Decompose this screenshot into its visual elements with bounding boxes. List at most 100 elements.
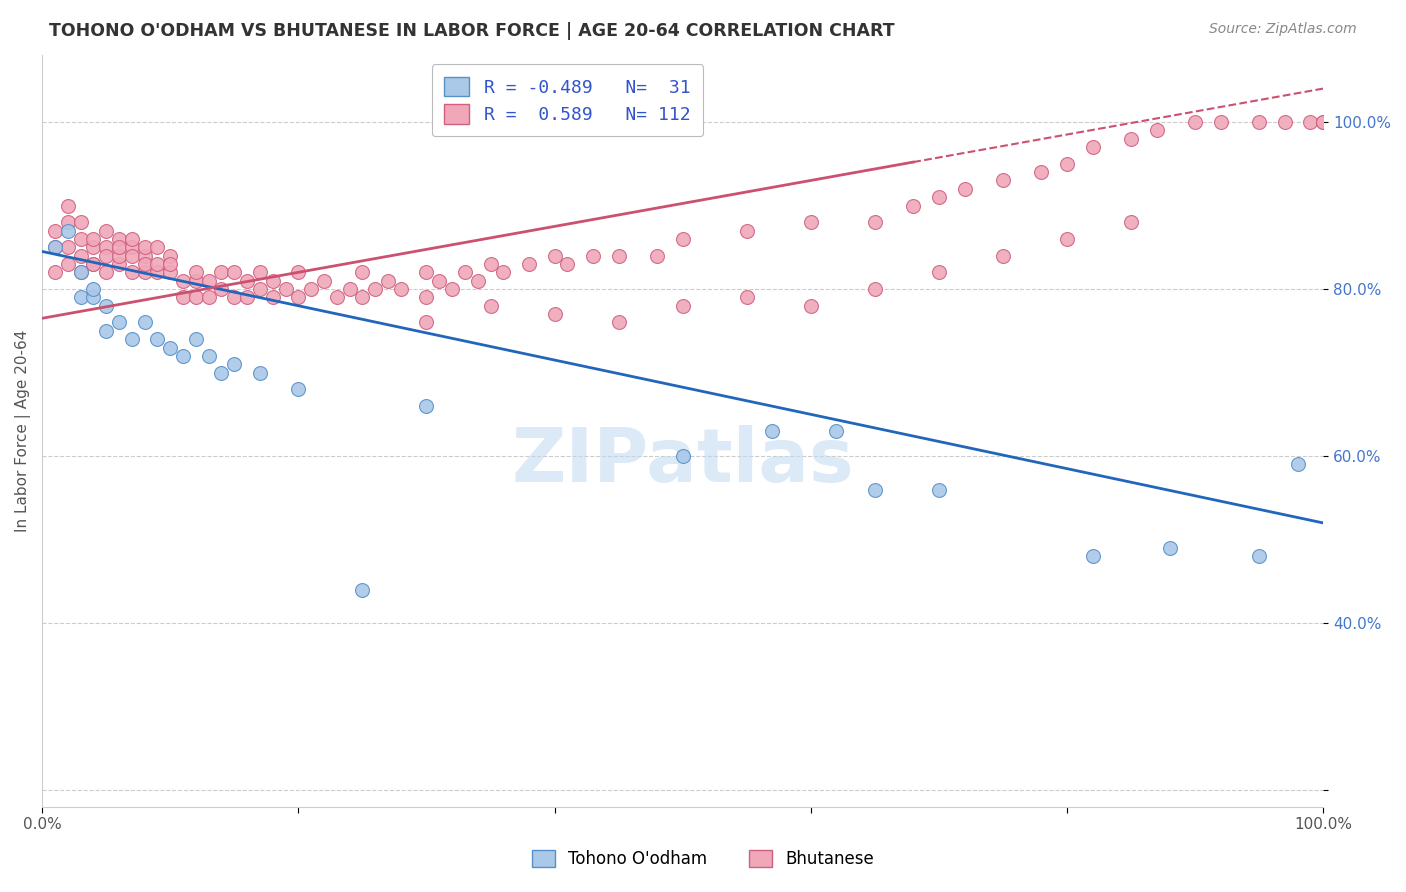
Point	[441, 282, 464, 296]
Point	[146, 332, 169, 346]
Point	[352, 265, 374, 279]
Point	[96, 240, 118, 254]
Point	[69, 215, 91, 229]
Point	[991, 173, 1014, 187]
Point	[903, 198, 925, 212]
Point	[427, 274, 450, 288]
Point	[134, 257, 156, 271]
Point	[69, 265, 91, 279]
Point	[56, 240, 79, 254]
Point	[82, 232, 104, 246]
Point	[1081, 140, 1104, 154]
Point	[1209, 115, 1232, 129]
Point	[299, 282, 322, 296]
Point	[82, 290, 104, 304]
Point	[415, 399, 437, 413]
Point	[44, 265, 66, 279]
Point	[184, 332, 207, 346]
Point	[1031, 165, 1053, 179]
Point	[454, 265, 477, 279]
Point	[1312, 115, 1334, 129]
Point	[172, 290, 194, 304]
Point	[146, 265, 169, 279]
Point	[607, 316, 630, 330]
Point	[1119, 215, 1142, 229]
Point	[672, 449, 695, 463]
Point	[672, 232, 695, 246]
Point	[274, 282, 297, 296]
Point	[121, 265, 143, 279]
Point	[312, 274, 335, 288]
Point	[159, 341, 181, 355]
Legend: R = -0.489   N=  31, R =  0.589   N= 112: R = -0.489 N= 31, R = 0.589 N= 112	[432, 64, 703, 136]
Point	[69, 249, 91, 263]
Point	[96, 249, 118, 263]
Point	[287, 265, 309, 279]
Point	[249, 265, 271, 279]
Point	[415, 265, 437, 279]
Point	[146, 257, 169, 271]
Point	[928, 265, 950, 279]
Point	[863, 483, 886, 497]
Point	[96, 265, 118, 279]
Point	[96, 324, 118, 338]
Point	[352, 582, 374, 597]
Point	[96, 299, 118, 313]
Point	[121, 232, 143, 246]
Point	[339, 282, 361, 296]
Point	[1249, 549, 1271, 564]
Point	[236, 290, 259, 304]
Point	[1159, 541, 1181, 555]
Point	[44, 223, 66, 237]
Point	[557, 257, 579, 271]
Point	[1249, 115, 1271, 129]
Point	[1299, 115, 1322, 129]
Point	[1312, 115, 1334, 129]
Point	[800, 215, 823, 229]
Point	[735, 223, 758, 237]
Point	[953, 182, 976, 196]
Point	[211, 265, 233, 279]
Point	[991, 249, 1014, 263]
Point	[415, 290, 437, 304]
Legend: Tohono O'odham, Bhutanese: Tohono O'odham, Bhutanese	[523, 842, 883, 877]
Point	[761, 424, 783, 438]
Point	[928, 483, 950, 497]
Point	[479, 257, 502, 271]
Point	[287, 290, 309, 304]
Point	[134, 316, 156, 330]
Point	[582, 249, 605, 263]
Point	[543, 249, 565, 263]
Point	[735, 290, 758, 304]
Point	[159, 257, 181, 271]
Point	[56, 223, 79, 237]
Point	[82, 257, 104, 271]
Point	[172, 274, 194, 288]
Point	[1286, 458, 1309, 472]
Point	[184, 274, 207, 288]
Point	[863, 215, 886, 229]
Point	[108, 240, 131, 254]
Point	[224, 265, 246, 279]
Text: TOHONO O'ODHAM VS BHUTANESE IN LABOR FORCE | AGE 20-64 CORRELATION CHART: TOHONO O'ODHAM VS BHUTANESE IN LABOR FOR…	[49, 22, 894, 40]
Point	[159, 249, 181, 263]
Point	[479, 299, 502, 313]
Point	[44, 240, 66, 254]
Point	[108, 316, 131, 330]
Point	[197, 274, 219, 288]
Point	[82, 257, 104, 271]
Point	[56, 257, 79, 271]
Point	[108, 232, 131, 246]
Y-axis label: In Labor Force | Age 20-64: In Labor Force | Age 20-64	[15, 330, 31, 533]
Point	[249, 282, 271, 296]
Point	[389, 282, 412, 296]
Point	[800, 299, 823, 313]
Point	[134, 240, 156, 254]
Point	[197, 290, 219, 304]
Point	[211, 366, 233, 380]
Point	[69, 290, 91, 304]
Point	[69, 265, 91, 279]
Point	[415, 316, 437, 330]
Point	[928, 190, 950, 204]
Point	[249, 366, 271, 380]
